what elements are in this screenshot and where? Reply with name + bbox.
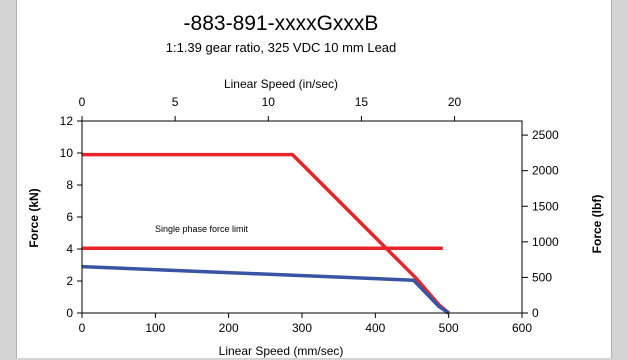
series-line-1 bbox=[82, 152, 450, 315]
x2-tick-label: 15 bbox=[355, 95, 369, 109]
x-tick-label: 300 bbox=[292, 321, 312, 335]
y2-tick-label: 500 bbox=[532, 270, 552, 284]
y2-tick-label: 0 bbox=[532, 306, 539, 320]
chart-subtitle: 1:1.39 gear ratio, 325 VDC 10 mm Lead bbox=[166, 40, 397, 55]
series-line-3 bbox=[81, 264, 450, 315]
y2-tick-label: 1500 bbox=[532, 199, 559, 213]
y-tick-label: 8 bbox=[66, 178, 73, 192]
y-tick-label: 12 bbox=[60, 114, 74, 128]
x-tick-label: 100 bbox=[145, 321, 165, 335]
x2-tick-label: 0 bbox=[79, 95, 86, 109]
y2-tick-label: 2500 bbox=[532, 128, 559, 142]
x-tick-label: 0 bbox=[79, 321, 86, 335]
single-phase-annotation: Single phase force limit bbox=[155, 224, 249, 234]
y2-tick-label: 2000 bbox=[532, 164, 559, 178]
y-tick-label: 4 bbox=[66, 242, 73, 256]
y2-tick-label: 1000 bbox=[532, 235, 559, 249]
x2-tick-label: 20 bbox=[448, 95, 462, 109]
x2-axis-label: Linear Speed (in/sec) bbox=[224, 77, 338, 91]
x2-tick-label: 5 bbox=[172, 95, 179, 109]
y-tick-label: 6 bbox=[66, 210, 73, 224]
chart-frame: -883-891-xxxxGxxxB 1:1.39 gear ratio, 32… bbox=[16, 0, 612, 358]
x2-tick-label: 10 bbox=[262, 95, 276, 109]
y2-axis-label: Force (lbf) bbox=[590, 195, 604, 254]
y-tick-label: 0 bbox=[66, 306, 73, 320]
x-tick-label: 400 bbox=[365, 321, 385, 335]
force-speed-chart: -883-891-xxxxGxxxB 1:1.39 gear ratio, 32… bbox=[27, 12, 604, 358]
x-tick-label: 200 bbox=[219, 321, 239, 335]
x-tick-label: 500 bbox=[439, 321, 459, 335]
chart-title: -883-891-xxxxGxxxB bbox=[184, 12, 379, 35]
y-axis-label: Force (kN) bbox=[27, 188, 41, 247]
x-axis-label: Linear Speed (mm/sec) bbox=[219, 344, 344, 358]
y-tick-label: 10 bbox=[60, 146, 74, 160]
plot-border bbox=[81, 120, 523, 314]
y-tick-label: 2 bbox=[66, 274, 73, 288]
x-tick-label: 600 bbox=[512, 321, 532, 335]
